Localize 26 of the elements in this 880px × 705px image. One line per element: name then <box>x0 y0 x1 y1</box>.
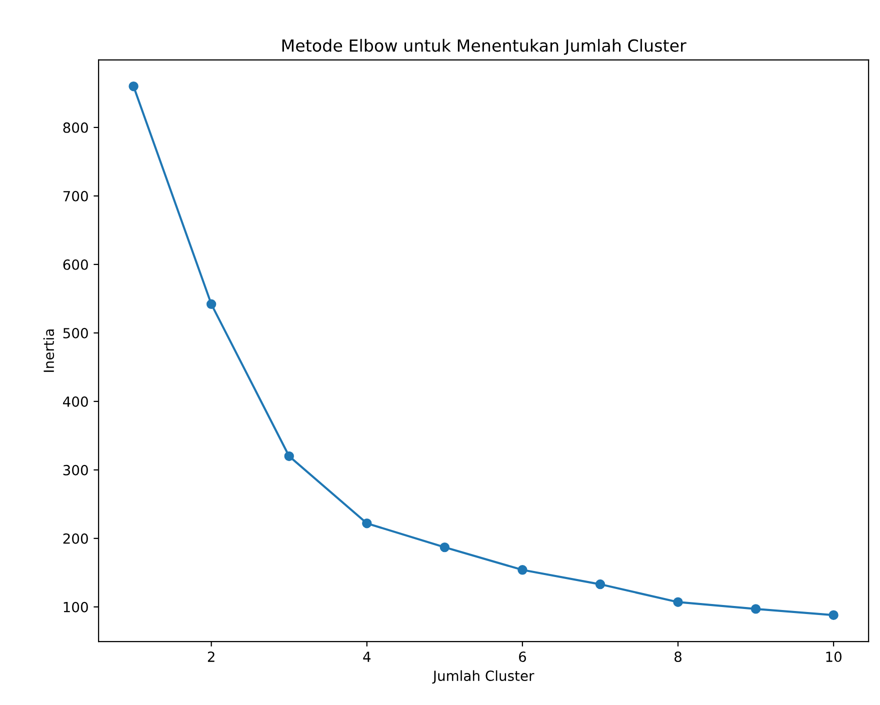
x-tick-label: 6 <box>519 652 526 662</box>
x-tick-label: 4 <box>363 652 371 662</box>
x-tick-label: 10 <box>826 652 842 662</box>
y-tick-label: 500 <box>63 328 88 338</box>
y-tick-label: 200 <box>63 533 88 544</box>
point <box>284 451 294 462</box>
y-tick-label: 600 <box>63 259 88 270</box>
y-tick-label: 300 <box>63 464 88 476</box>
point <box>362 518 372 528</box>
chart-title: Metode Elbow untuk Menentukan Jumlah Cluster <box>282 38 686 55</box>
point <box>828 610 838 620</box>
x-tick-label: 8 <box>674 652 682 662</box>
point <box>128 82 138 92</box>
point <box>673 597 683 607</box>
y-tick-label: 800 <box>63 122 88 133</box>
point <box>750 604 761 614</box>
x-axis-title: Jumlah Cluster <box>432 670 534 684</box>
y-tick-label: 400 <box>63 396 88 407</box>
point <box>518 565 528 575</box>
x-tick-label: 2 <box>208 652 214 662</box>
y-tick-label: 100 <box>64 602 88 612</box>
point <box>206 299 216 310</box>
point <box>440 542 450 552</box>
point <box>595 579 606 590</box>
y-axis-title: Inertia <box>43 330 54 372</box>
y-tick-label: 700 <box>63 190 88 202</box>
